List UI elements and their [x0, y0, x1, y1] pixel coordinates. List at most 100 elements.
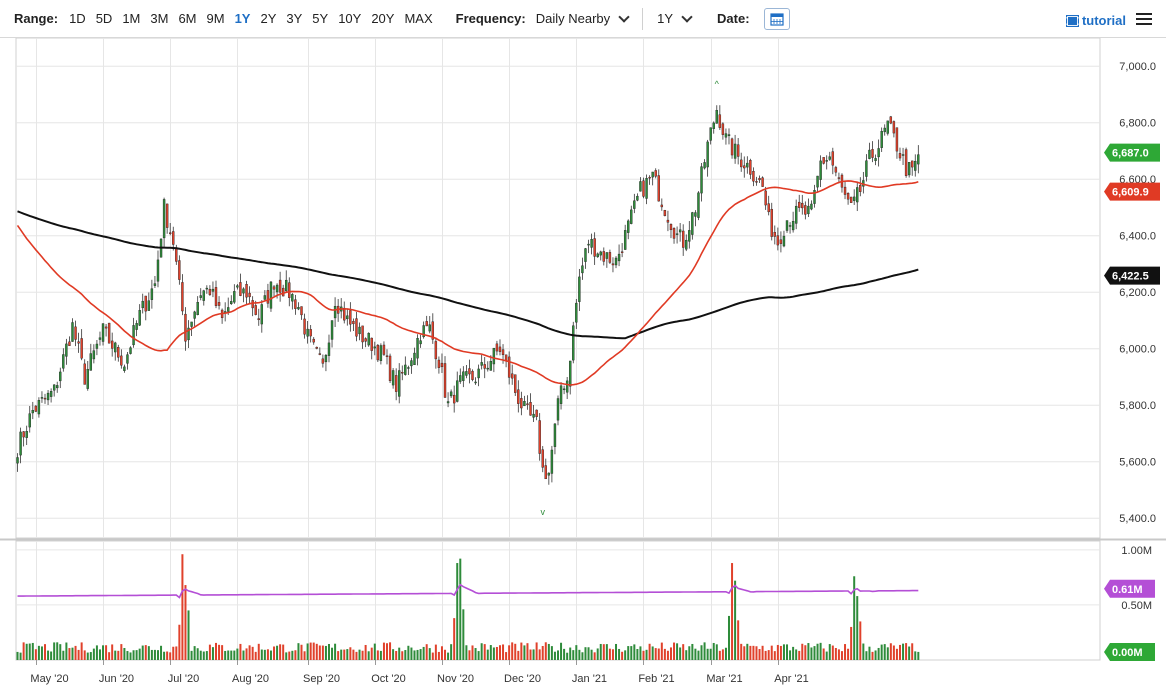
candle-body: [46, 392, 50, 401]
candle-body: [227, 307, 230, 312]
frequency-value: Daily Nearby: [535, 11, 611, 26]
candle-body: [581, 265, 584, 274]
candle-body: [165, 203, 169, 228]
candle-body: [526, 403, 529, 405]
volume-bar: [654, 648, 657, 660]
candle-body: [394, 375, 398, 392]
candle-body: [147, 300, 151, 311]
volume-bar: [444, 649, 447, 660]
candle-body: [25, 431, 28, 438]
volume-bar: [169, 652, 172, 660]
volume-bar: [126, 651, 129, 660]
volume-bar: [578, 649, 581, 660]
range-button-5d[interactable]: 5D: [95, 11, 113, 26]
volume-bar: [752, 645, 755, 660]
range-button-6m[interactable]: 6M: [178, 11, 197, 26]
candle-body: [892, 121, 896, 134]
volume-bar: [227, 650, 230, 660]
chart-axes: 5,400.0 5,600.0 5,800.0 6,000.0 6,200.0 6,400…: [30, 61, 1156, 685]
volume-bar: [410, 647, 413, 660]
candle-body: [141, 300, 144, 309]
volume-bar: [782, 644, 785, 660]
candle-body: [669, 223, 673, 231]
volume-bar: [25, 643, 28, 660]
volume-bar: [53, 642, 56, 660]
candle-body: [569, 360, 572, 387]
range-button-5y[interactable]: 5Y: [312, 11, 329, 26]
volume-bar: [786, 644, 789, 660]
candle-body: [184, 313, 187, 342]
candle-body: [77, 341, 80, 344]
range-button-3y[interactable]: 3Y: [286, 11, 303, 26]
candle-body: [291, 294, 294, 302]
candle-body: [382, 344, 386, 355]
frequency-dropdown[interactable]: Daily Nearby: [535, 10, 630, 26]
candle-body: [636, 195, 639, 201]
candle-body: [398, 370, 401, 397]
volume-bar: [895, 648, 898, 660]
month-tick-label: Jul '20: [168, 673, 199, 685]
candle-body: [135, 323, 138, 330]
range-button-1y[interactable]: 1Y: [234, 11, 251, 26]
volume-bar: [850, 626, 853, 660]
candle-body: [706, 141, 709, 168]
range-button-20y[interactable]: 20Y: [371, 11, 395, 26]
volume-bar: [523, 645, 526, 660]
volume-bar: [135, 650, 138, 660]
period-dropdown[interactable]: 1Y: [657, 10, 693, 26]
volume-bar: [150, 649, 153, 660]
range-button-3m[interactable]: 3M: [150, 11, 169, 26]
candle-body: [584, 248, 587, 262]
candle-body: [914, 160, 917, 171]
month-tick-label: Feb '21: [638, 673, 674, 685]
calendar-button[interactable]: [763, 7, 790, 30]
volume-bar: [715, 644, 718, 660]
volume-bar: [447, 652, 450, 660]
range-button-10y[interactable]: 10Y: [338, 11, 362, 26]
range-button-9m[interactable]: 9M: [206, 11, 225, 26]
candle-body: [196, 302, 199, 316]
volume-bar: [840, 651, 843, 660]
candle-body: [541, 449, 544, 468]
volume-bar: [31, 642, 34, 660]
candle-body: [523, 401, 526, 407]
range-button-max[interactable]: MAX: [404, 11, 433, 26]
candle-body: [779, 239, 783, 244]
volume-bar: [324, 645, 327, 660]
candle-body: [752, 171, 755, 182]
candle-body: [272, 286, 276, 290]
range-button-1d[interactable]: 1D: [69, 11, 86, 26]
volume-bar: [28, 643, 31, 660]
candle-body: [565, 380, 569, 393]
range-button-1m[interactable]: 1M: [122, 11, 141, 26]
volume-bar: [221, 645, 224, 660]
candle-body: [553, 423, 557, 447]
volume-bar: [358, 649, 361, 660]
candle-body: [370, 337, 373, 351]
volume-bar: [859, 621, 862, 660]
candle-body: [34, 405, 38, 412]
candle-body: [532, 413, 535, 418]
month-tick-label: Apr '21: [774, 673, 809, 685]
candle-body: [630, 209, 633, 224]
tutorial-link[interactable]: tutorial: [1065, 13, 1126, 28]
candle-body: [129, 347, 132, 354]
candle-body: [660, 204, 664, 208]
volume-bar: [462, 609, 465, 660]
hamburger-menu-icon[interactable]: [1136, 13, 1152, 28]
candle-body: [801, 202, 804, 209]
candle-body: [107, 322, 111, 344]
ma50-badge-bg: [1104, 182, 1160, 201]
candle-body: [837, 177, 841, 179]
volume-bar: [776, 644, 779, 660]
volume-average-badge-bg: [1104, 579, 1155, 598]
candle-body: [859, 184, 862, 192]
range-button-2y[interactable]: 2Y: [260, 11, 277, 26]
candle-body: [248, 292, 251, 298]
volume-bar: [337, 651, 340, 660]
volume-bar: [86, 652, 89, 660]
candle-body: [434, 341, 438, 360]
volume-zero-badge-bg: [1104, 643, 1155, 661]
candle-body: [285, 279, 288, 292]
candle-body: [639, 181, 642, 192]
